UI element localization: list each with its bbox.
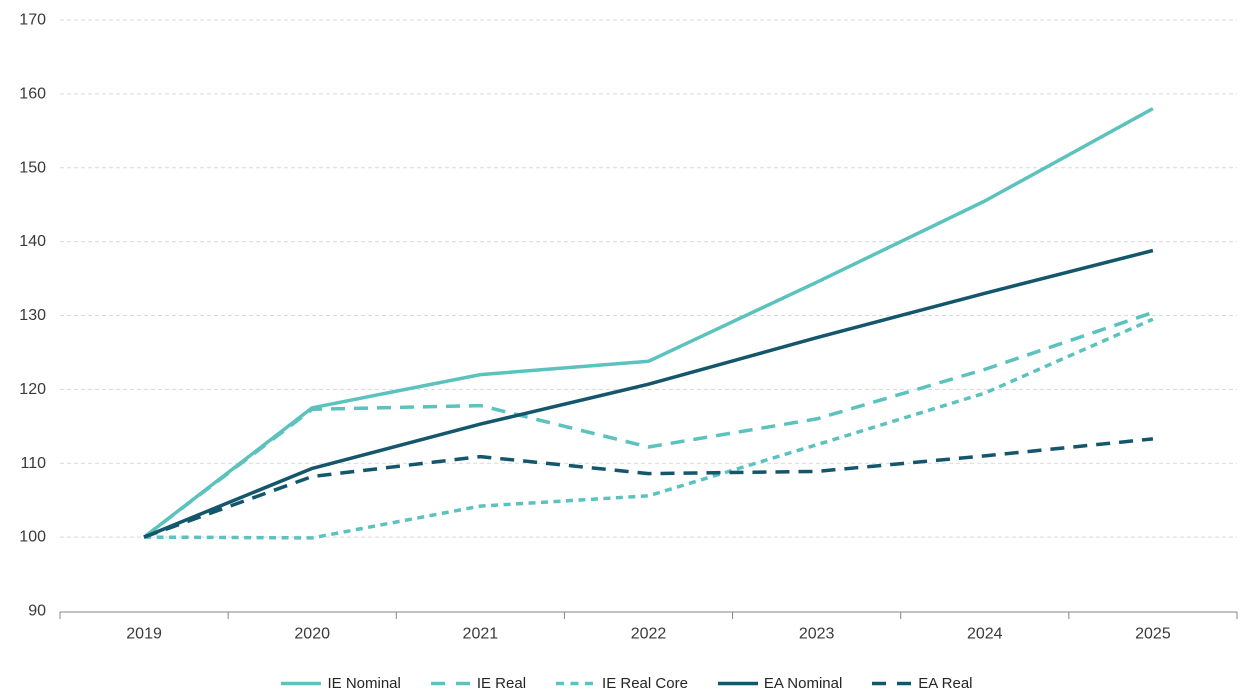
x-axis-tick-label: 2020 (294, 626, 330, 643)
legend-label: IE Real (476, 675, 527, 692)
y-axis-tick-label: 140 (19, 233, 46, 250)
x-axis-tick-label: 2019 (126, 626, 162, 643)
series-line-ea-nominal (143, 248, 1154, 539)
y-axis-tick-label: 170 (19, 12, 46, 29)
series-line-ie-real (143, 310, 1154, 539)
legend-label: EA Nominal (763, 675, 843, 692)
x-axis-tick-label: 2025 (1135, 626, 1171, 643)
y-axis-tick-label: 120 (19, 381, 46, 398)
y-axis-tick-label: 130 (19, 307, 46, 324)
y-axis-tick-label: 100 (19, 529, 46, 546)
legend-item-ie-real: IE Real (430, 675, 527, 692)
legend-swatch-solid-line-icon (281, 681, 322, 686)
legend-item-ea-nominal: EA Nominal (717, 675, 843, 692)
legend-swatch-short-dashed-line-icon (556, 681, 597, 686)
legend-label: EA Real (918, 675, 973, 692)
legend-label: IE Real Core (602, 675, 688, 692)
series-line-ea-real (143, 437, 1154, 539)
y-axis-tick-label: 110 (20, 455, 46, 472)
series-line-ie-real-core (144, 317, 1154, 540)
legend-swatch-dashed-line-icon (430, 681, 471, 686)
x-axis-tick-label: 2021 (463, 626, 499, 643)
legend-item-ie-nominal: IE Nominal (281, 675, 401, 692)
legend-item-ea-real: EA Real (872, 675, 973, 692)
legend-label: IE Nominal (327, 675, 401, 692)
y-axis-tick-label: 150 (19, 159, 46, 176)
chart-legend: IE Nominal IE Real IE Real Core EA Nominal E… (0, 675, 1254, 692)
y-axis-tick-label: 90 (28, 603, 46, 620)
x-axis-tick-label: 2024 (967, 626, 1003, 643)
y-axis-tick-label: 160 (19, 85, 46, 102)
legend-swatch-solid-line-icon (717, 681, 758, 686)
x-axis-tick-label: 2022 (631, 626, 667, 643)
chart-canvas: 90 100 110 120 130 140 150 160 170 2019 2020 2021 20… (19, 12, 1238, 643)
legend-item-ie-real-core: IE Real Core (556, 675, 688, 692)
legend-swatch-dashed-line-icon (872, 681, 913, 686)
x-axis-tick-label: 2023 (799, 626, 835, 643)
